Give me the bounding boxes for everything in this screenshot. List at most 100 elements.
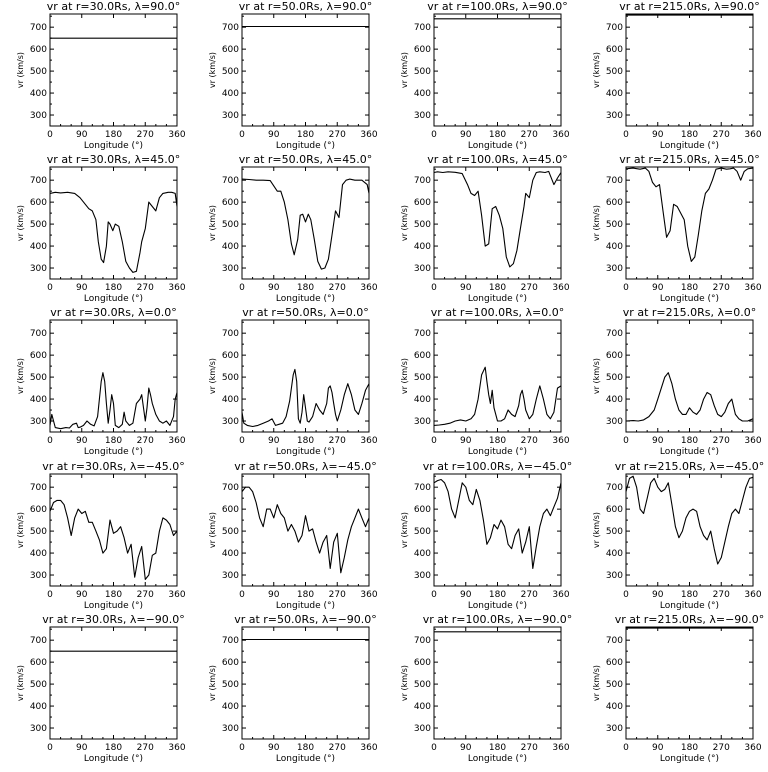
x-tick-label: 270 [137,130,154,140]
vr-series-line [241,368,370,428]
y-axis-label: vr (km/s) [592,665,601,701]
vr-series-line [625,475,754,565]
x-tick-label: 270 [521,130,538,140]
y-axis-label: vr (km/s) [16,358,25,394]
chart-panel-12: vr at r=215.0Rs, λ=0.0° 0 90 180 270 360 300 40… [592,306,762,457]
y-tick-label: 600 [606,198,623,208]
plot-frame [625,13,754,127]
x-tick-label: 90 [652,130,664,140]
x-tick-label: 360 [744,130,761,140]
chart-panel-4: vr at r=215.0Rs, λ=90.0° 0 90 180 270 360 300 4… [592,0,762,151]
y-tick-label: 500 [30,67,47,77]
vr-series-line [433,478,562,569]
x-tick-label: 90 [76,283,88,293]
x-tick-label: 360 [552,283,569,293]
x-tick-label: 270 [329,436,346,446]
y-tick-label: 400 [414,89,431,99]
y-axis-label: vr (km/s) [16,665,25,701]
y-tick-label: 400 [222,89,239,99]
x-axis-label: Longitude (°) [468,447,527,457]
chart-panel-11: vr at r=100.0Rs, λ=0.0° 0 90 180 270 360 300 40… [400,306,570,457]
x-tick-label: 0 [239,283,245,293]
y-tick-label: 400 [30,89,47,99]
chart-title: vr at r=50.0Rs, λ=0.0° [242,306,368,319]
chart-title: vr at r=215.0Rs, λ=−90.0° [615,613,765,626]
y-tick-label: 600 [606,658,623,668]
x-tick-label: 0 [431,283,437,293]
chart-panel-17: vr at r=30.0Rs, λ=−90.0° 0 90 180 270 360 300 4… [16,613,186,764]
y-tick-label: 700 [414,176,431,186]
x-tick-label: 180 [681,283,698,293]
x-tick-label: 180 [105,436,122,446]
plot-frame [241,166,370,280]
x-tick-label: 270 [521,283,538,293]
y-tick-label: 700 [222,483,239,493]
y-tick-label: 300 [606,111,623,121]
plot-frame [433,319,562,433]
plot-frame [241,626,370,740]
y-tick-label: 400 [30,395,47,405]
x-tick-label: 270 [521,436,538,446]
x-tick-label: 0 [623,590,629,600]
chart-panel-8: vr at r=215.0Rs, λ=45.0° 0 90 180 270 360 300 4… [592,153,762,304]
y-tick-label: 500 [222,680,239,690]
plot-frame [625,626,754,740]
chart-panel-15: vr at r=100.0Rs, λ=−45.0° 0 90 180 270 360 300… [400,460,572,611]
chart-panel-10: vr at r=50.0Rs, λ=0.0° 0 90 180 270 360 300 400… [208,306,378,457]
x-tick-label: 360 [552,743,569,753]
y-tick-label: 600 [30,45,47,55]
y-tick-label: 600 [30,658,47,668]
chart-title: vr at r=100.0Rs, λ=−45.0° [423,460,573,473]
x-axis-label: Longitude (°) [276,754,335,764]
x-tick-label: 180 [489,130,506,140]
x-axis-label: Longitude (°) [660,447,719,457]
x-tick-label: 90 [268,743,280,753]
x-tick-label: 360 [552,590,569,600]
y-tick-label: 300 [30,111,47,121]
x-tick-label: 180 [681,130,698,140]
y-tick-label: 700 [30,23,47,33]
x-tick-label: 0 [623,436,629,446]
x-axis-label: Longitude (°) [468,601,527,611]
x-tick-label: 270 [329,283,346,293]
x-axis-label: Longitude (°) [276,294,335,304]
chart-panel-7: vr at r=100.0Rs, λ=45.0° 0 90 180 270 360 300 4… [400,153,570,304]
plot-frame [49,473,178,587]
x-tick-label: 360 [552,130,569,140]
chart-panel-18: vr at r=50.0Rs, λ=−90.0° 0 90 180 270 360 300 4… [208,613,378,764]
x-axis-label: Longitude (°) [660,294,719,304]
y-axis-label: vr (km/s) [16,205,25,241]
x-tick-label: 90 [268,130,280,140]
x-axis-label: Longitude (°) [468,754,527,764]
x-tick-label: 180 [489,436,506,446]
y-tick-label: 400 [222,395,239,405]
x-tick-label: 90 [652,283,664,293]
y-tick-label: 500 [30,680,47,690]
x-tick-label: 360 [360,436,377,446]
y-axis-label: vr (km/s) [400,205,409,241]
y-tick-label: 300 [222,417,239,427]
y-tick-label: 500 [606,373,623,383]
x-axis-label: Longitude (°) [276,447,335,457]
x-tick-label: 90 [460,130,472,140]
x-tick-label: 180 [681,743,698,753]
y-tick-label: 500 [414,220,431,230]
x-tick-label: 180 [489,590,506,600]
plot-frame [49,166,178,280]
x-tick-label: 270 [713,590,730,600]
y-tick-label: 400 [414,702,431,712]
y-tick-label: 300 [414,571,431,581]
y-tick-label: 500 [606,220,623,230]
y-tick-label: 600 [30,351,47,361]
x-tick-label: 0 [47,436,53,446]
x-axis-label: Longitude (°) [468,141,527,151]
x-tick-label: 270 [713,283,730,293]
y-tick-label: 400 [606,242,623,252]
y-axis-label: vr (km/s) [592,52,601,88]
y-tick-label: 300 [606,571,623,581]
y-tick-label: 300 [606,264,623,274]
plot-frame [625,473,754,587]
x-tick-label: 180 [105,283,122,293]
y-tick-label: 400 [222,702,239,712]
